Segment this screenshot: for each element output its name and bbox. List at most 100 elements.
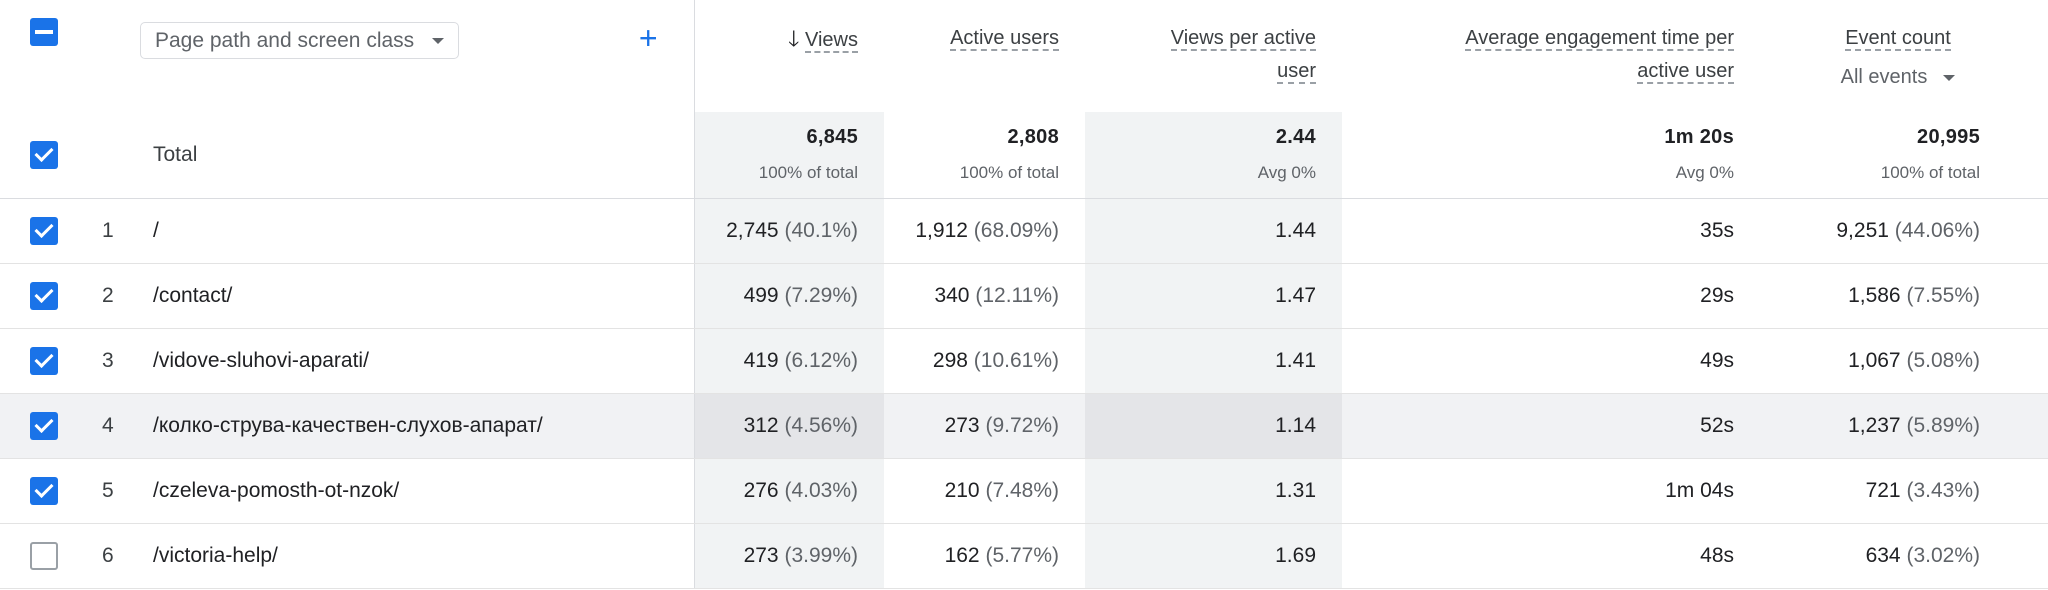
views-per-user-cell: 1.69 [1085,523,1342,589]
table-row[interactable]: 2 /contact/ 499 (7.29%) 340 (12.11%) 1.4… [0,263,2048,329]
row-checkbox[interactable] [30,346,58,375]
dimension-dropdown[interactable]: Page path and screen class [140,22,460,59]
header-row: Page path and screen class + 🡓 Views Act… [0,0,2048,112]
table-row[interactable]: 4 /колко-струва-качествен-слухов-апарат/… [0,393,2048,459]
avg-engagement-cell: 1m 04s [1342,458,1760,524]
active-users-percent: (5.77%) [985,543,1059,567]
active-users-cell: 298 (10.61%) [884,328,1085,394]
views-per-user-cell: 1.47 [1085,263,1342,329]
row-number: 6 [80,523,140,589]
total-active-users-sub: 100% of total [959,163,1059,183]
event-count-value: 1,067 [1848,348,1901,372]
row-number: 2 [80,263,140,329]
event-count-percent: (5.89%) [1906,413,1980,437]
views-value: 273 [743,543,779,567]
avg-engagement-cell: 29s [1342,263,1760,329]
row-number: 1 [80,198,140,264]
row-number: 3 [80,328,140,394]
event-select-dropdown[interactable]: All events [1841,61,1956,94]
total-avg-engagement-sub: Avg 0% [1675,163,1734,183]
views-percent: (4.03%) [784,478,858,502]
views-cell: 499 (7.29%) [694,263,884,329]
event-count-value: 1,237 [1848,413,1901,437]
views-percent: (3.99%) [784,543,858,567]
row-checkbox[interactable] [30,541,58,570]
active-users-value: 273 [944,413,980,437]
views-value: 499 [743,283,779,307]
header-views-per-active-user[interactable]: Views per active user [1170,27,1316,84]
views-value: 419 [743,348,779,372]
views-per-user-cell: 1.44 [1085,198,1342,264]
caret-down-icon [1943,74,1956,81]
event-count-value: 9,251 [1836,218,1889,242]
row-checkbox[interactable] [30,281,58,310]
table-row[interactable]: 1 / 2,745 (40.1%) 1,912 (68.09%) 1.44 35… [0,198,2048,264]
total-event-count: 20,995 [1917,126,1980,149]
active-users-value: 340 [934,283,970,307]
total-checkbox[interactable] [30,140,58,169]
event-count-cell: 1,237 (5.89%) [1760,393,2006,459]
table-row[interactable]: 5 /czeleva-pomosth-ot-nzok/ 276 (4.03%) … [0,458,2048,524]
event-count-percent: (3.02%) [1906,543,1980,567]
row-checkbox[interactable] [30,476,58,505]
page-path-link[interactable]: /victoria-help/ [140,523,695,589]
active-users-percent: (10.61%) [973,348,1059,372]
page-path-link[interactable]: /колко-струва-качествен-слухов-апарат/ [140,393,695,459]
row-number: 4 [80,393,140,459]
page-path-link[interactable]: / [140,198,695,264]
avg-engagement-cell: 48s [1342,523,1760,589]
avg-engagement-cell: 35s [1342,198,1760,264]
add-dimension-button[interactable]: + [638,20,658,56]
views-cell: 312 (4.56%) [694,393,884,459]
total-event-count-sub: 100% of total [1880,163,1980,183]
row-checkbox[interactable] [30,216,58,245]
page-path-link[interactable]: /contact/ [140,263,695,329]
event-count-cell: 721 (3.43%) [1760,458,2006,524]
event-count-percent: (7.55%) [1906,283,1980,307]
active-users-cell: 1,912 (68.09%) [884,198,1085,264]
views-percent: (40.1%) [784,218,858,242]
event-count-percent: (44.06%) [1894,218,1980,242]
header-active-users[interactable]: Active users [950,27,1059,51]
active-users-value: 1,912 [915,218,968,242]
total-views-per-user: 2.44 [1275,126,1316,149]
active-users-cell: 273 (9.72%) [884,393,1085,459]
select-all-checkbox[interactable] [30,18,58,46]
active-users-cell: 162 (5.77%) [884,523,1085,589]
views-value: 2,745 [726,218,779,242]
total-views: 6,845 [806,126,858,149]
total-active-users: 2,808 [1007,126,1059,149]
event-select-value: All events [1840,66,1928,88]
header-views[interactable]: Views [805,29,858,53]
views-cell: 2,745 (40.1%) [694,198,884,264]
views-percent: (4.56%) [784,413,858,437]
views-value: 276 [743,478,779,502]
event-count-value: 1,586 [1848,283,1901,307]
page-path-link[interactable]: /czeleva-pomosth-ot-nzok/ [140,458,695,524]
views-per-user-cell: 1.31 [1085,458,1342,524]
avg-engagement-cell: 52s [1342,393,1760,459]
page-path-link[interactable]: /vidove-sluhovi-aparati/ [140,328,695,394]
active-users-percent: (68.09%) [973,218,1059,242]
row-number: 5 [80,458,140,524]
views-per-user-cell: 1.41 [1085,328,1342,394]
views-cell: 273 (3.99%) [694,523,884,589]
active-users-percent: (12.11%) [975,283,1059,307]
event-count-value: 634 [1865,543,1901,567]
event-count-percent: (3.43%) [1906,478,1980,502]
views-cell: 419 (6.12%) [694,328,884,394]
active-users-cell: 340 (12.11%) [884,263,1085,329]
active-users-percent: (7.48%) [985,478,1059,502]
table-row[interactable]: 3 /vidove-sluhovi-aparati/ 419 (6.12%) 2… [0,328,2048,394]
views-percent: (6.12%) [784,348,858,372]
header-event-count[interactable]: Event count [1845,27,1951,51]
row-checkbox[interactable] [30,411,58,440]
header-avg-engagement-time[interactable]: Average engagement time per active user [1465,27,1734,84]
sort-down-arrow-icon[interactable]: 🡓 [787,26,800,51]
table-row[interactable]: 6 /victoria-help/ 273 (3.99%) 162 (5.77%… [0,523,2048,589]
active-users-value: 210 [944,478,980,502]
event-count-percent: (5.08%) [1906,348,1980,372]
event-count-cell: 9,251 (44.06%) [1760,198,2006,264]
event-count-value: 721 [1865,478,1901,502]
